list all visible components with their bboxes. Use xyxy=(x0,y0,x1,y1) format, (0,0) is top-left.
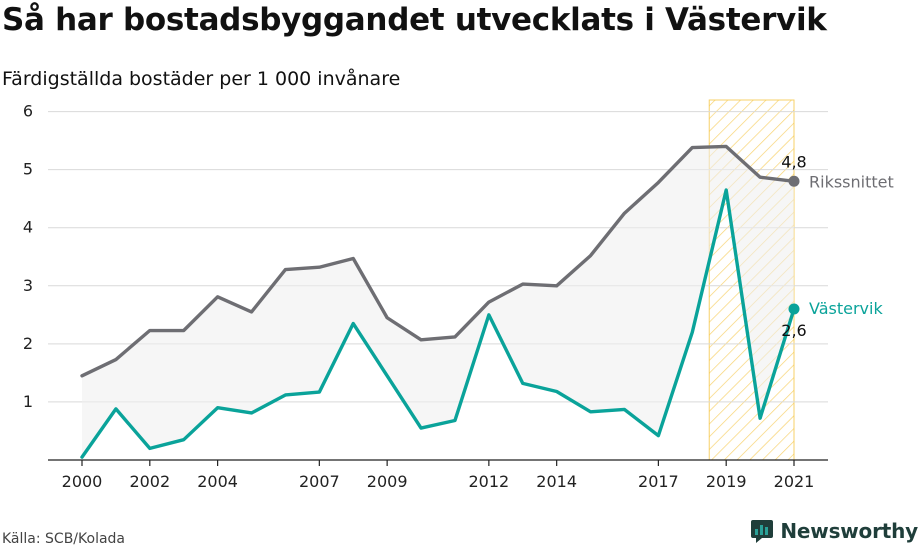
chart-title: Så har bostadsbyggandet utvecklats i Väs… xyxy=(2,2,827,38)
axes: 2000 2002 2004 2007 2009 2012 2014 2017 2019 2021 xyxy=(48,459,828,491)
y-tick-label: 3 xyxy=(23,276,33,295)
source-note: Källa: SCB/Kolada xyxy=(2,531,126,547)
x-tick-label: 2004 xyxy=(197,472,238,491)
y-tick-label: 1 xyxy=(23,392,33,411)
y-tick-label: 4 xyxy=(23,218,33,237)
endpoint-vastervik xyxy=(788,303,800,315)
x-tick-label: 2014 xyxy=(536,472,577,491)
x-tick-label: 2009 xyxy=(367,472,408,491)
series-lines xyxy=(80,144,800,459)
series-label-vastervik: Västervik xyxy=(809,299,883,318)
x-tick-label: 2021 xyxy=(774,472,815,491)
chart-subtitle: Färdigställda bostäder per 1 000 invånar… xyxy=(2,68,401,90)
line-vastervik xyxy=(80,188,796,459)
x-tick-label: 2017 xyxy=(638,472,679,491)
y-tick-label: 6 xyxy=(23,102,33,121)
gap-fill xyxy=(82,146,794,458)
line-rikssnittet xyxy=(80,144,796,378)
endpoint-rikssnittet xyxy=(788,175,800,187)
value-label-vastervik: 2,6 xyxy=(781,321,806,340)
x-tick-label: 2019 xyxy=(706,472,747,491)
x-tick-label: 2000 xyxy=(62,472,103,491)
series-label-rikssnittet: Rikssnittet xyxy=(809,172,894,191)
newsworthy-logo: Newsworthy xyxy=(750,518,918,544)
newsworthy-chart-icon xyxy=(751,520,774,543)
y-tick-label: 2 xyxy=(23,334,33,353)
x-tick-label: 2007 xyxy=(299,472,340,491)
gap-area xyxy=(82,146,794,458)
value-label-rikssnittet: 4,8 xyxy=(781,152,806,171)
x-tick-label: 2002 xyxy=(129,472,170,491)
x-tick-label: 2012 xyxy=(468,472,509,491)
logo-text: Newsworthy xyxy=(780,519,918,543)
y-tick-label: 5 xyxy=(23,160,33,179)
